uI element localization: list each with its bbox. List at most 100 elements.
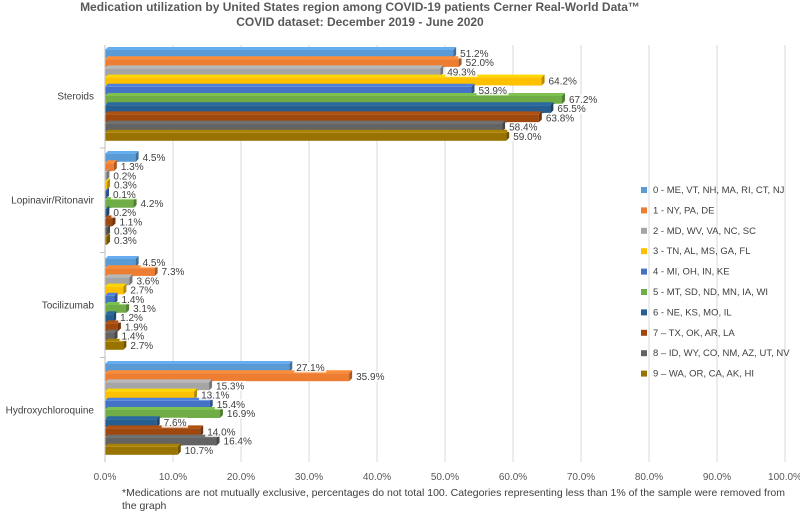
- data-label-bg: [511, 131, 544, 142]
- bar-top: [105, 407, 223, 410]
- data-label: 1.4%: [122, 295, 145, 306]
- data-label: 35.9%: [356, 372, 384, 383]
- bar: [105, 323, 118, 332]
- bar-top: [105, 425, 204, 429]
- bar-side: [106, 169, 110, 181]
- legend-swatch: [641, 187, 647, 193]
- data-label-bg: [111, 189, 138, 200]
- data-label-bg: [546, 76, 579, 87]
- legend-label: 5 - MT, SD, ND, MN, IA, WI: [653, 287, 768, 298]
- data-label: 2.7%: [130, 286, 153, 297]
- bar: [105, 277, 130, 286]
- bar-top: [105, 74, 545, 78]
- x-tick-label: 20.0%: [227, 472, 255, 483]
- data-label-bg: [182, 445, 215, 456]
- data-label-bg: [543, 112, 576, 123]
- data-label: 52.0%: [466, 58, 494, 69]
- data-label-bg: [159, 266, 187, 277]
- bar-top: [105, 111, 542, 115]
- data-label-bg: [131, 303, 158, 314]
- bar-side: [135, 256, 139, 267]
- data-label-bg: [112, 180, 139, 191]
- bar-side: [107, 233, 111, 245]
- bar-side: [538, 111, 542, 123]
- legend-swatch: [641, 370, 647, 377]
- bar-side: [471, 83, 475, 95]
- data-label-bg: [199, 390, 232, 401]
- data-label: 16.9%: [227, 409, 255, 420]
- bar: [105, 200, 134, 208]
- data-label-bg: [111, 207, 138, 218]
- bar: [105, 437, 217, 446]
- data-label: 1.1%: [119, 217, 142, 228]
- chart-title: Medication utilization by United States …: [80, 0, 640, 29]
- data-label: 15.3%: [216, 381, 244, 392]
- bar-top: [105, 292, 118, 296]
- data-label: 0.2%: [113, 208, 136, 219]
- x-tick-label: 0.0%: [94, 472, 117, 483]
- data-label-bg: [117, 216, 144, 227]
- bar: [105, 410, 220, 418]
- data-label-bg: [205, 426, 238, 437]
- legend-label: 3 - TN, AL, MS, GA, FL: [653, 246, 751, 257]
- category-label: Tocilizumab: [42, 301, 95, 312]
- bar-top: [105, 388, 198, 392]
- bar-top: [105, 443, 181, 447]
- data-label: 65.5%: [557, 104, 585, 115]
- bar-side: [458, 56, 462, 68]
- data-label-bg: [445, 66, 478, 77]
- bar-side: [154, 265, 158, 277]
- legend-label: 9 – WA, OR, CA, AK, HI: [653, 369, 754, 380]
- data-label-bg: [354, 371, 387, 382]
- data-label: 64.2%: [549, 77, 577, 88]
- bar-side: [107, 178, 111, 190]
- bar-side: [133, 197, 137, 208]
- data-label: 4.5%: [143, 258, 166, 269]
- data-label-bg: [119, 331, 146, 342]
- bar: [105, 50, 454, 58]
- bar-top: [105, 129, 510, 133]
- bar-side: [114, 329, 118, 341]
- bar: [105, 154, 136, 162]
- bar: [105, 86, 472, 95]
- bar-side: [349, 370, 353, 382]
- data-label: 53.9%: [479, 86, 507, 97]
- bar-top: [105, 169, 110, 173]
- bar-side: [219, 407, 223, 418]
- data-label: 49.3%: [447, 67, 475, 78]
- data-label: 59.0%: [513, 132, 541, 143]
- data-label-bg: [161, 417, 189, 428]
- bar-side: [123, 283, 127, 295]
- bar: [105, 268, 155, 277]
- data-label: 13.1%: [201, 391, 229, 402]
- data-label-bg: [122, 321, 150, 332]
- data-label: 4.2%: [141, 199, 164, 210]
- bar-side: [106, 187, 109, 199]
- bar: [105, 105, 551, 114]
- legend: 0 - ME, VT, NH, MA, RI, CT, NJ 1 - NY, PA…: [641, 185, 790, 380]
- bar: [105, 259, 136, 267]
- data-label-bg: [119, 294, 146, 305]
- data-label: 0.3%: [114, 227, 137, 238]
- data-label: 15.4%: [217, 400, 245, 411]
- data-label-bg: [140, 257, 167, 268]
- bar-top: [105, 256, 139, 259]
- bar: [105, 373, 350, 382]
- bar: [105, 286, 124, 295]
- bar: [105, 96, 562, 104]
- bar-side: [114, 292, 118, 304]
- data-label: 0.1%: [113, 190, 136, 201]
- bar-top: [105, 56, 462, 60]
- bar: [105, 218, 113, 227]
- bar: [105, 400, 210, 409]
- bar: [105, 428, 201, 437]
- legend-label: 8 – ID, WY, CO, NM, AZ, UT, NV: [653, 348, 790, 359]
- bar: [105, 314, 114, 323]
- data-label: 51.2%: [460, 49, 488, 60]
- data-label-bg: [463, 57, 496, 68]
- bar-top: [105, 160, 117, 164]
- data-label-bg: [118, 312, 145, 323]
- bar-side: [216, 434, 220, 446]
- bar: [105, 114, 539, 123]
- data-label: 0.3%: [114, 236, 137, 247]
